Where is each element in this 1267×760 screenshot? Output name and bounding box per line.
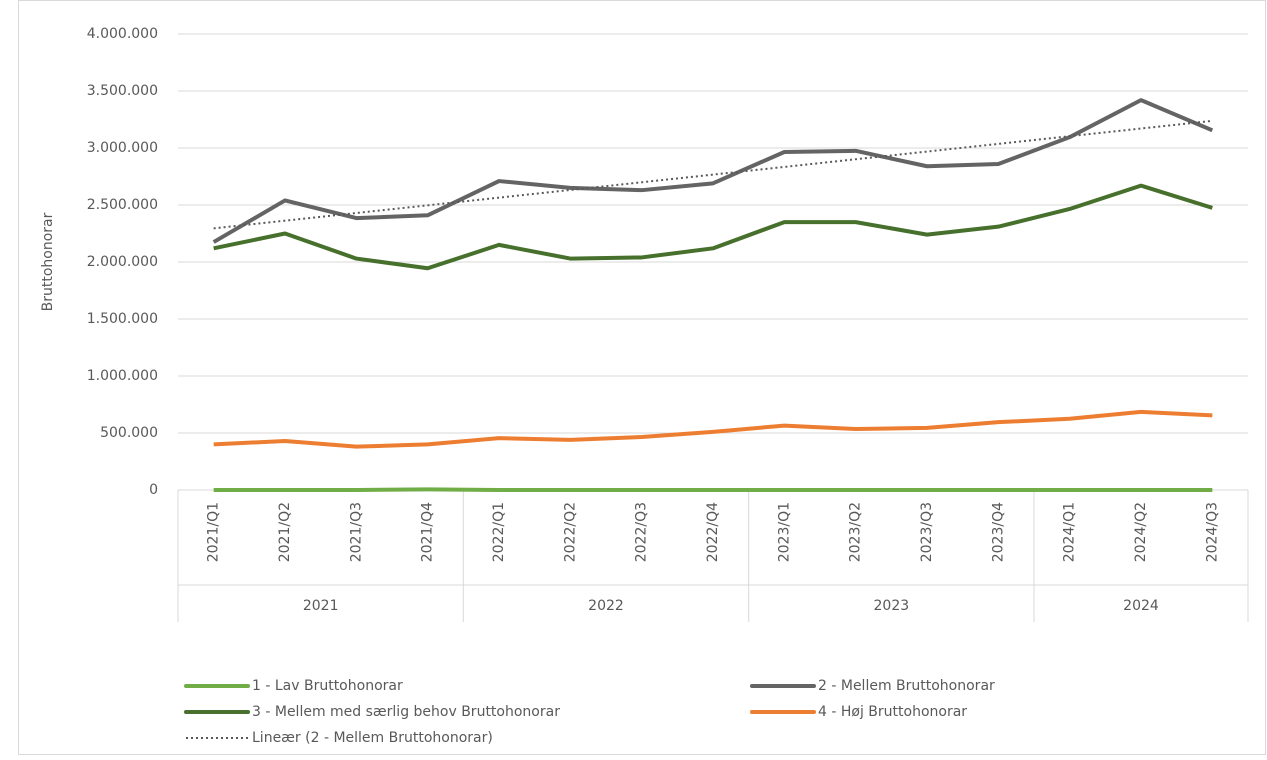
x-tick-label: 2024/Q3	[1204, 502, 1220, 562]
legend-label: 2 - Mellem Bruttohonorar	[818, 678, 995, 694]
x-tick-label: 2023/Q4	[990, 502, 1006, 562]
legend-label: 4 - Høj Bruttohonorar	[818, 704, 967, 720]
y-tick-label: 500.000	[100, 425, 158, 441]
y-tick-label: 1.500.000	[87, 311, 158, 327]
x-tick-label: 2022/Q2	[562, 502, 578, 562]
x-tick-label: 2024/Q2	[1133, 502, 1149, 562]
chart-frame	[18, 0, 1266, 755]
x-tick-label: 2021/Q1	[206, 502, 222, 562]
x-tick-label: 2021/Q3	[348, 502, 364, 562]
x-tick-label: 2023/Q3	[919, 502, 935, 562]
x-tick-label: 2021/Q4	[420, 502, 436, 562]
x-tick-label: 2023/Q1	[776, 502, 792, 562]
x-tick-label: 2024/Q1	[1062, 502, 1078, 562]
x-group-label: 2023	[874, 598, 910, 614]
y-tick-label: 0	[149, 482, 158, 498]
x-group-label: 2024	[1123, 598, 1159, 614]
y-tick-label: 2.000.000	[87, 254, 158, 270]
x-tick-label: 2022/Q4	[705, 502, 721, 562]
legend-label: 3 - Mellem med særlig behov Bruttohonora…	[252, 704, 560, 720]
series-line	[213, 409, 1213, 449]
y-tick-label: 3.500.000	[87, 83, 158, 99]
x-tick-label: 2022/Q1	[491, 502, 507, 562]
y-tick-label: 4.000.000	[87, 26, 158, 42]
y-tick-label: 1.000.000	[87, 368, 158, 384]
series-line	[213, 183, 1213, 271]
y-axis-label: Bruttohonorar	[40, 212, 56, 311]
x-tick-label: 2021/Q2	[277, 502, 293, 562]
x-tick-label: 2022/Q3	[634, 502, 650, 562]
series-line	[212, 98, 1214, 244]
x-tick-label: 2023/Q2	[848, 502, 864, 562]
legend-label: 1 - Lav Bruttohonorar	[252, 678, 403, 694]
y-tick-label: 3.000.000	[87, 140, 158, 156]
x-group-label: 2021	[303, 598, 339, 614]
x-group-label: 2022	[588, 598, 624, 614]
y-tick-label: 2.500.000	[87, 197, 158, 213]
series-line	[213, 487, 1213, 492]
legend-label: Lineær (2 - Mellem Bruttohonorar)	[252, 730, 493, 746]
